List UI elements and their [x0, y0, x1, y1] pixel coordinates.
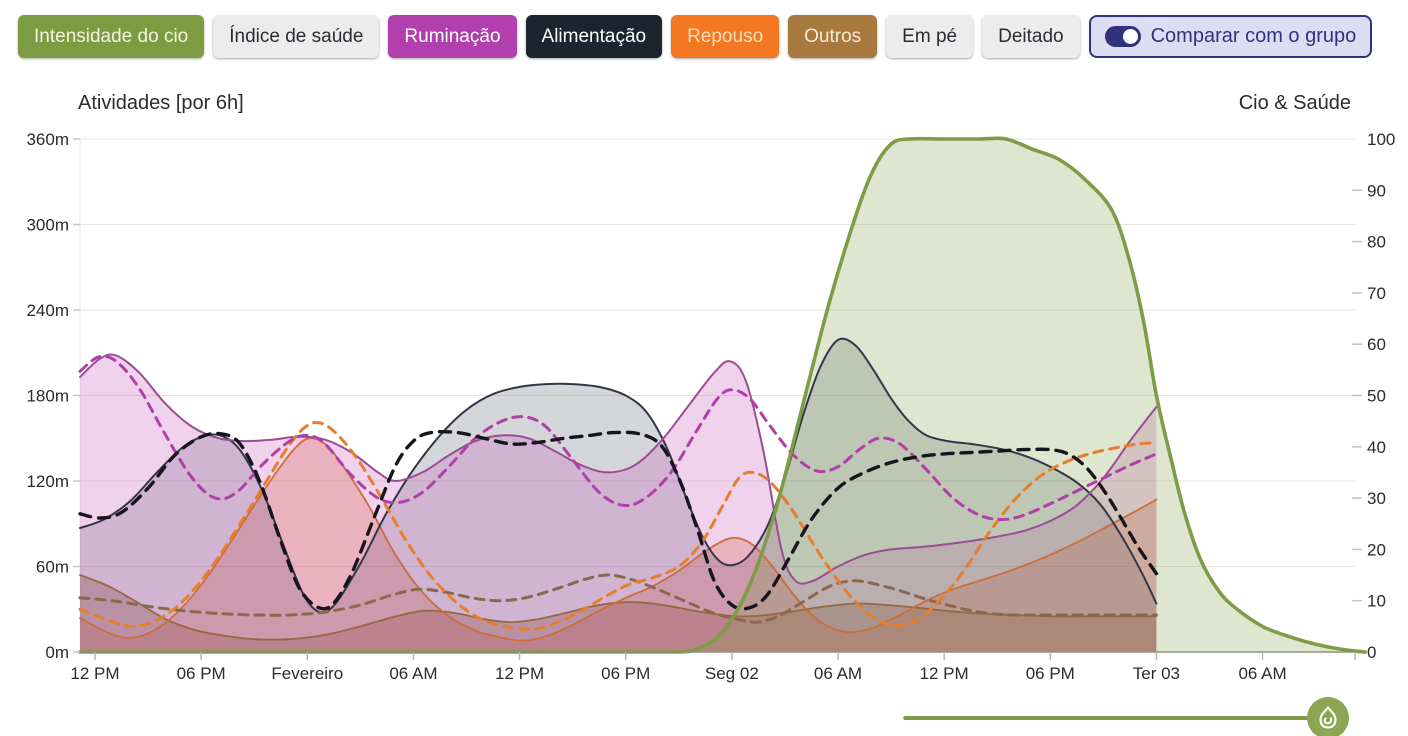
toolbar-button-outros[interactable]: Outros — [788, 15, 878, 58]
svg-text:40: 40 — [1367, 438, 1386, 457]
toolbar-button-ruminacao[interactable]: Ruminação — [388, 15, 517, 58]
svg-text:50: 50 — [1367, 387, 1386, 406]
svg-text:0m: 0m — [45, 643, 69, 662]
toolbar-button-deitado[interactable]: Deitado — [982, 15, 1080, 58]
svg-text:60m: 60m — [36, 558, 69, 577]
toolbar-button-intensidade-do-cio[interactable]: Intensidade do cio — [18, 15, 205, 58]
series-toggle-toolbar: Intensidade do cio Índice de saúde Rumin… — [18, 15, 1373, 58]
area-Alimentação — [80, 338, 1157, 652]
svg-text:06 PM: 06 PM — [177, 664, 226, 683]
line-Repouso-animal — [79, 437, 1158, 642]
line-Outros-grupo — [78, 573, 1158, 624]
left-axis-title: Atividades [por 6h] — [78, 92, 244, 114]
svg-text:80: 80 — [1367, 233, 1386, 252]
axes: 0m 60m 120m 180m 240m 300m 360m 0 10 20 30 40 50 60 70… — [26, 130, 1395, 683]
toolbar-button-alimentacao[interactable]: Alimentação — [525, 15, 663, 58]
svg-text:06 AM: 06 AM — [389, 664, 437, 683]
svg-text:Ter 03: Ter 03 — [1133, 664, 1180, 683]
plot-area[interactable] — [80, 139, 1355, 652]
svg-text:20: 20 — [1367, 540, 1386, 559]
svg-text:60: 60 — [1367, 335, 1386, 354]
toolbar-button-em-pe[interactable]: Em pé — [886, 15, 974, 58]
gridlines — [79, 138, 1355, 652]
svg-text:120m: 120m — [26, 472, 69, 491]
svg-text:12 PM: 12 PM — [70, 664, 119, 683]
toolbar-button-indice-de-saude[interactable]: Índice de saúde — [213, 15, 380, 58]
toggle-knob — [1122, 29, 1138, 44]
svg-text:180m: 180m — [26, 387, 69, 406]
compare-with-group-toggle[interactable]: Comparar com o grupo — [1088, 15, 1373, 58]
flame-icon — [1319, 706, 1337, 729]
svg-text:240m: 240m — [26, 301, 69, 320]
svg-text:300m: 300m — [26, 216, 69, 235]
svg-text:90: 90 — [1367, 181, 1386, 200]
line-Alimentação-grupo — [78, 429, 1159, 611]
svg-text:0: 0 — [1367, 643, 1376, 662]
line-Ruminação-animal — [79, 353, 1158, 585]
toolbar-button-repouso[interactable]: Repouso — [671, 15, 780, 58]
toggle-on-icon[interactable] — [1104, 26, 1141, 47]
compare-label: Comparar com o grupo — [1150, 25, 1357, 47]
svg-text:12 PM: 12 PM — [920, 664, 969, 683]
area-Repouso — [80, 438, 1157, 652]
svg-text:06 AM: 06 AM — [1238, 664, 1286, 683]
svg-text:06 PM: 06 PM — [1026, 664, 1075, 683]
svg-text:Seg 02: Seg 02 — [705, 664, 759, 683]
right-axis-title: Cio & Saúde — [1238, 92, 1351, 114]
svg-text:100: 100 — [1367, 130, 1395, 149]
svg-text:30: 30 — [1367, 489, 1386, 508]
heat-event-timeline — [903, 697, 1349, 736]
svg-text:12 PM: 12 PM — [495, 664, 544, 683]
svg-text:70: 70 — [1367, 284, 1386, 303]
svg-text:06 AM: 06 AM — [814, 664, 862, 683]
area-Outros — [80, 575, 1157, 652]
line-Repouso-grupo — [78, 421, 1158, 631]
heat-event-handle[interactable] — [1306, 697, 1349, 736]
svg-text:06 PM: 06 PM — [601, 664, 650, 683]
svg-text:360m: 360m — [26, 130, 69, 149]
svg-text:10: 10 — [1367, 592, 1386, 611]
svg-text:Fevereiro: Fevereiro — [271, 664, 343, 683]
